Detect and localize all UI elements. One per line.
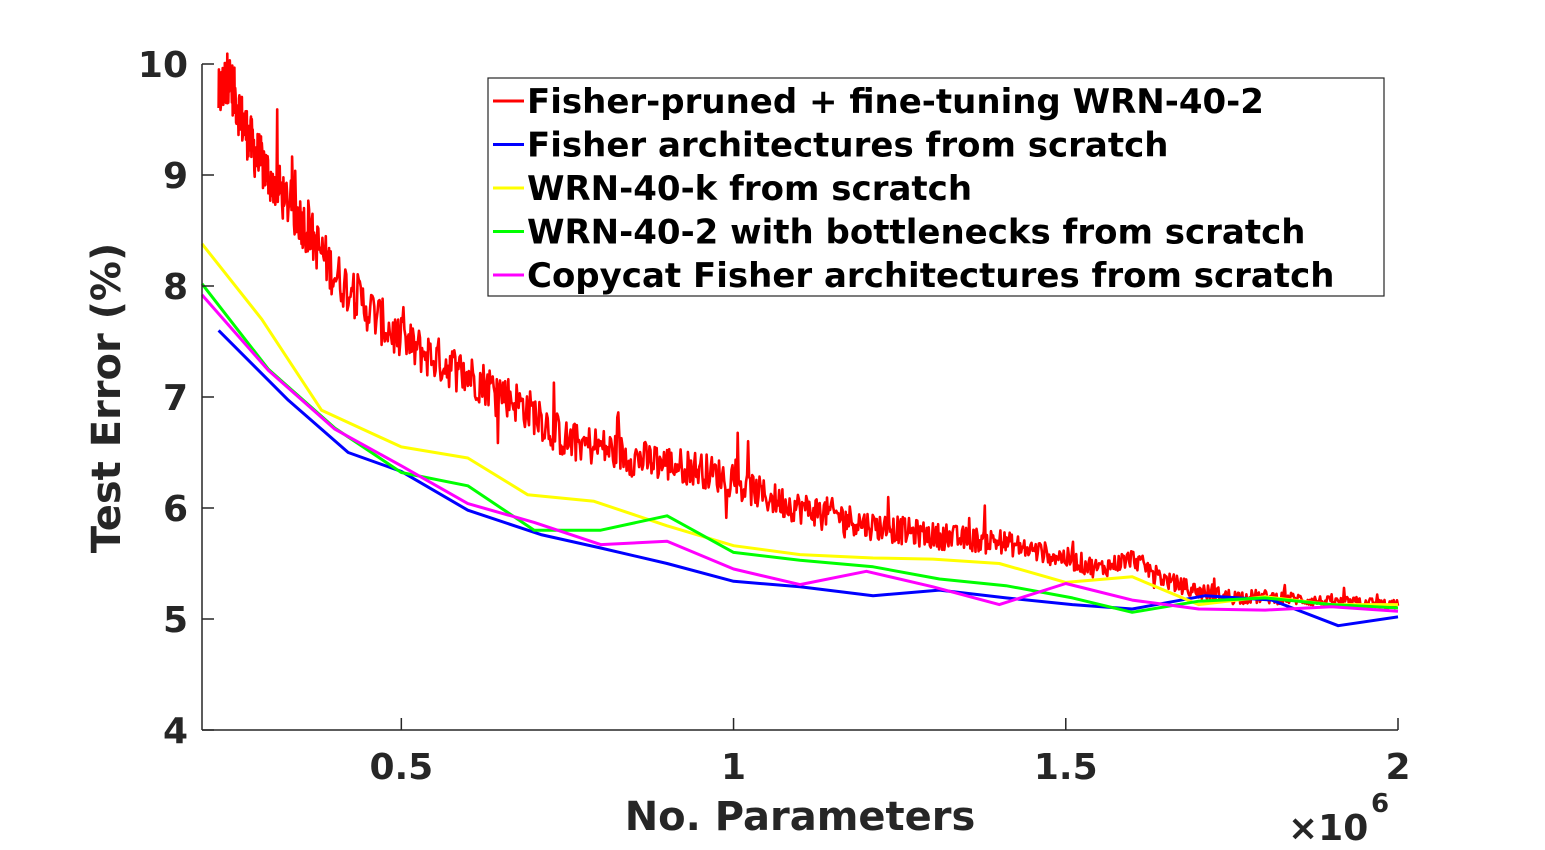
y-tick-label: 8 — [163, 267, 188, 308]
legend-box — [487, 77, 1385, 297]
y-tick-label: 4 — [163, 711, 188, 752]
x-axis-ticks: 0.5 1 1.5 2 — [369, 718, 1411, 788]
series-line-4 — [200, 293, 1399, 613]
series-layer — [200, 52, 1400, 628]
x-tick-label: 2 — [1385, 747, 1410, 788]
series-line-2 — [200, 242, 1398, 607]
y-tick-label: 5 — [163, 600, 188, 641]
legend-label: WRN-40-2 with bottlenecks from scratch — [527, 213, 1305, 253]
legend-label: Fisher-pruned + fine-tuning WRN-40-2 — [527, 82, 1264, 122]
y-axis-ticks: 4 5 6 7 8 9 10 — [138, 45, 214, 752]
x-axis-title: No. Parameters — [625, 794, 976, 840]
y-axis-title: Test Error (%) — [84, 243, 130, 554]
series-line-0 — [217, 52, 1400, 611]
legend: Fisher-pruned + fine-tuning WRN-40-2Fish… — [487, 77, 1385, 297]
series-line-3 — [200, 282, 1399, 614]
y-tick-label: 9 — [163, 156, 188, 197]
x-tick-label: 0.5 — [369, 747, 433, 788]
x-axis-multiplier: ×10 6 — [1288, 789, 1389, 849]
x-axis-multiplier-base: ×10 — [1288, 808, 1368, 849]
legend-label: Fisher architectures from scratch — [527, 126, 1168, 166]
y-tick-label: 10 — [138, 45, 188, 86]
x-axis-multiplier-exponent: 6 — [1371, 789, 1389, 819]
y-tick-label: 7 — [163, 378, 188, 419]
legend-label: WRN-40-k from scratch — [527, 169, 972, 209]
legend-label: Copycat Fisher architectures from scratc… — [527, 256, 1334, 296]
x-tick-label: 1.5 — [1034, 747, 1098, 788]
y-tick-label: 6 — [163, 489, 188, 530]
x-tick-label: 1 — [721, 747, 746, 788]
